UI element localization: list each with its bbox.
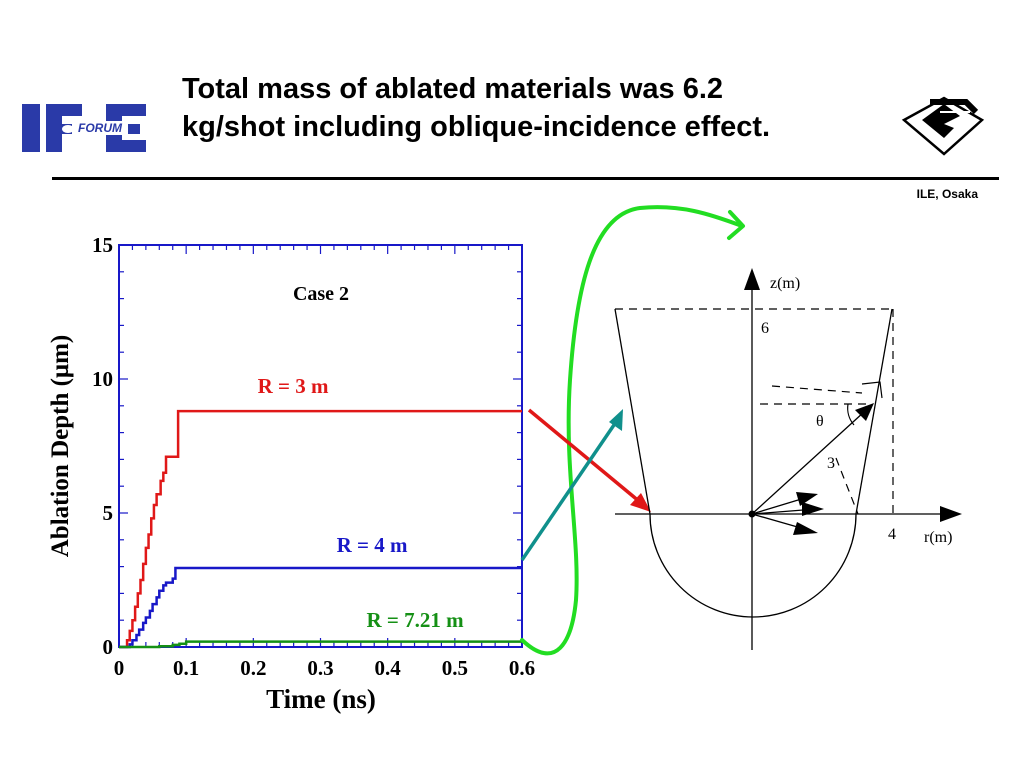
x-tick-label: 0.3 [307, 656, 333, 680]
ray-arrowhead-icon [855, 403, 874, 421]
origin-point [748, 510, 756, 518]
z-axis-label: z(m) [770, 275, 800, 292]
chart-ticks [118, 244, 523, 648]
r-value-label: 4 [888, 526, 896, 543]
x-tick-label: 0.5 [442, 656, 468, 680]
series-line-1 [119, 566, 522, 649]
z-axis-arrowhead-icon [744, 268, 760, 290]
chart-y-axis-label: Ablation Depth (μm) [47, 335, 74, 558]
series-line-0 [119, 409, 522, 649]
r-axis-arrowhead-icon [940, 506, 962, 522]
red-arrowhead-icon [630, 493, 651, 512]
ife-forum-logo: FORUM [22, 104, 146, 152]
ife-logo-forum-text: FORUM [78, 121, 123, 135]
series-label-r721: R = 7.21 m [366, 608, 464, 632]
slide-title: Total mass of ablated materials was 6.2 … [182, 70, 902, 146]
r-axis-label: r(m) [924, 529, 952, 546]
chart-labels: 0 0.1 0.2 0.3 0.4 0.5 0.6 0 5 10 15 [92, 233, 535, 680]
x-tick-label: 0.1 [173, 656, 199, 680]
chart-x-axis-label: Time (ns) [266, 684, 376, 714]
title-divider [52, 177, 999, 180]
x-tick-label: 0.6 [509, 656, 535, 680]
short-ray-arrowhead-icon [793, 522, 818, 535]
y-tick-label: 0 [103, 635, 114, 659]
teal-arrowhead-icon [609, 409, 623, 431]
slide-title-line1: Total mass of ablated materials was 6.2 [182, 73, 724, 105]
x-tick-label: 0.2 [240, 656, 266, 680]
chamber-diagram [614, 284, 948, 650]
z-value-label: 6 [761, 320, 769, 337]
affiliation-label: ILE, Osaka [916, 187, 978, 201]
angle-label: θ [816, 413, 824, 430]
chart-title: Case 2 [293, 283, 349, 305]
diagram-arrowheads [744, 268, 962, 535]
series-label-r4: R = 4 m [337, 533, 408, 557]
ile-logo [901, 96, 985, 156]
x-tick-label: 0 [114, 656, 125, 680]
x-tick-label: 0.4 [375, 656, 402, 680]
y-tick-label: 15 [92, 233, 113, 257]
y-tick-label: 10 [92, 367, 113, 391]
slide-title-line2: kg/shot including oblique-incidence effe… [182, 111, 771, 143]
series-line-2 [119, 640, 522, 649]
green-arrowhead-icon [727, 210, 745, 240]
series-label-r3: R = 3 m [258, 374, 329, 398]
red-arrow-line [527, 408, 642, 504]
green-loop-curve [520, 205, 744, 656]
y-tick-label: 5 [103, 501, 114, 525]
teal-arrow-line [520, 421, 618, 561]
chart-series-group [119, 409, 522, 649]
chart-frame [118, 244, 523, 648]
short-ray-arrowhead-icon [802, 502, 824, 516]
short-ray-arrowhead-icon [796, 492, 818, 506]
radius-label: 3 [827, 455, 835, 472]
